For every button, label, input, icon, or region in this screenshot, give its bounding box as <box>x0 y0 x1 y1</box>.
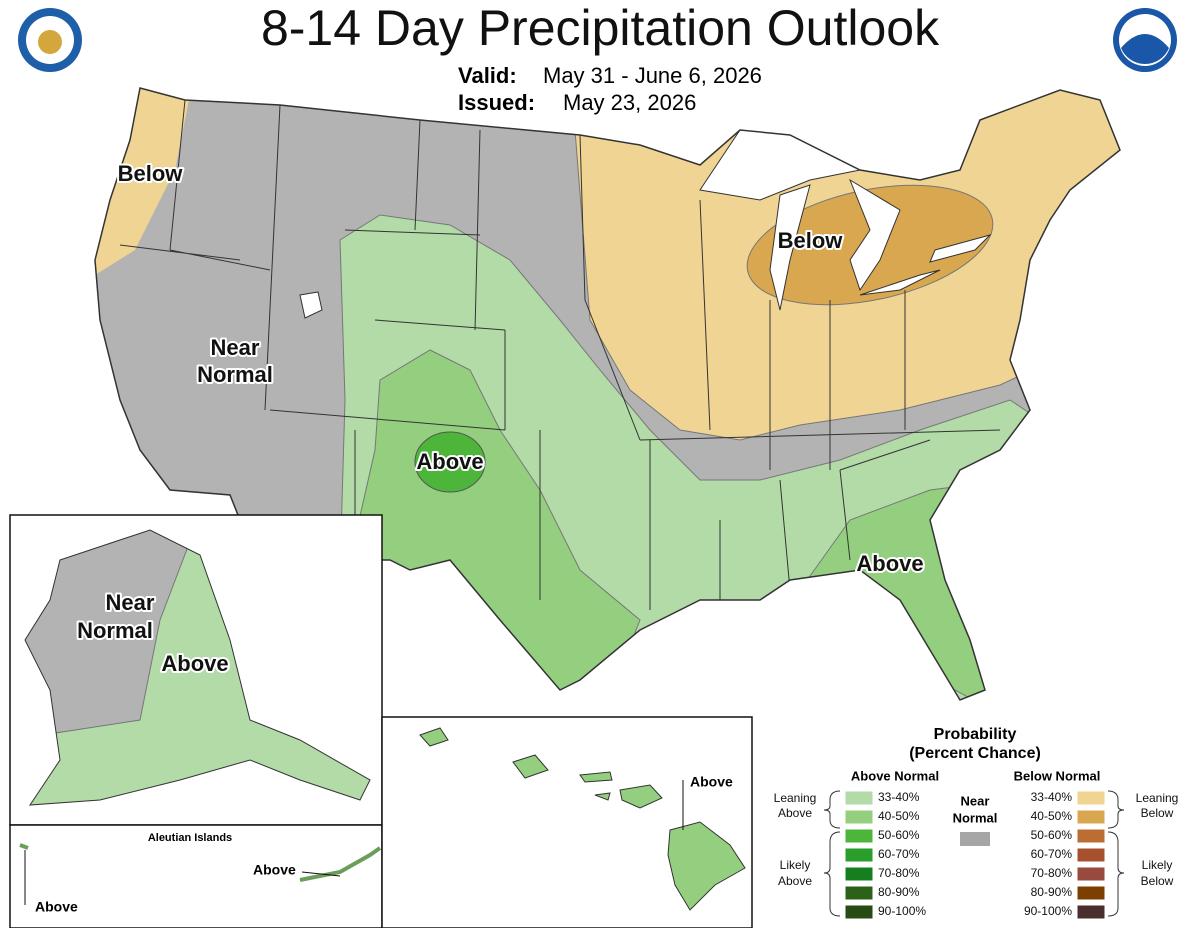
pointer <box>301 871 341 877</box>
alaska-outline <box>24 529 371 806</box>
legend-label: 70-80% <box>1031 866 1073 880</box>
legend-label: 90-100% <box>878 904 926 918</box>
legend-swatch <box>844 904 874 920</box>
aleutian-title: Aleutian Islands <box>148 832 232 844</box>
bracket-label: Above <box>778 874 812 888</box>
legend-label: 50-60% <box>878 828 920 842</box>
legend-label: 33-40% <box>1031 790 1073 804</box>
legend-swatch <box>844 828 874 844</box>
legend-swatch <box>844 809 874 825</box>
legend-label: 80-90% <box>878 885 920 899</box>
legend-heading: Normal <box>953 810 998 825</box>
legend-label: 50-60% <box>1031 828 1073 842</box>
legend-swatch <box>844 790 874 806</box>
map-label: Above <box>690 774 733 790</box>
legend-swatch <box>844 847 874 863</box>
legend-swatch <box>1076 904 1106 920</box>
map-label: Above <box>416 449 483 474</box>
legend-label: 90-100% <box>1024 904 1072 918</box>
noaa-logo <box>1113 8 1177 72</box>
legend-label: 33-40% <box>878 790 920 804</box>
legend-swatch <box>844 885 874 901</box>
legend-heading: Near <box>961 793 990 808</box>
legend-swatch <box>960 832 990 846</box>
legend-heading: Above Normal <box>851 768 939 783</box>
valid-label: Valid: <box>458 63 517 88</box>
map-label: Above <box>161 651 228 676</box>
bracket-label: Likely <box>1142 858 1173 872</box>
legend-label: 40-50% <box>878 809 920 823</box>
map-label: Below <box>778 228 844 253</box>
bracket-label: Below <box>1141 874 1174 888</box>
map-label: Near <box>211 335 260 360</box>
aleutian-islands <box>19 843 382 882</box>
bracket-label: Leaning <box>1136 791 1179 805</box>
legend-label: 60-70% <box>1031 847 1073 861</box>
bracket <box>1107 790 1125 917</box>
legend-swatch <box>844 866 874 882</box>
legend-swatch <box>1076 866 1106 882</box>
legend-swatch <box>1076 847 1106 863</box>
commerce-logo <box>18 8 82 72</box>
legend-swatch <box>1076 809 1106 825</box>
issued-label: Issued: <box>458 90 535 115</box>
title: 8-14 Day Precipitation Outlook <box>261 0 940 56</box>
map-label: Above <box>856 551 923 576</box>
legend-label: 60-70% <box>878 847 920 861</box>
bracket-label: Below <box>1141 806 1174 820</box>
issued-date: May 23, 2026 <box>563 90 696 115</box>
map-label: Normal <box>77 618 153 643</box>
legend-heading: Below Normal <box>1014 768 1101 783</box>
bracket-label: Likely <box>780 858 811 872</box>
bracket-label: Above <box>778 806 812 820</box>
legend-label: 80-90% <box>1031 885 1073 899</box>
valid-dates: May 31 - June 6, 2026 <box>543 63 762 88</box>
map-label: Above <box>253 862 296 878</box>
legend-label: 40-50% <box>1031 809 1073 823</box>
bracket-label: Leaning <box>774 791 817 805</box>
legend-subtitle: (Percent Chance) <box>909 745 1041 762</box>
legend: Probability (Percent Chance) Above Norma… <box>774 726 1179 920</box>
legend-swatch <box>1076 828 1106 844</box>
bracket <box>823 790 841 917</box>
map-label: Above <box>35 899 78 915</box>
map-label: Normal <box>197 362 273 387</box>
legend-swatch <box>1076 790 1106 806</box>
hawaii-islands <box>419 727 746 911</box>
legend-swatch <box>1076 885 1106 901</box>
map-label: Below <box>118 161 184 186</box>
legend-label: 70-80% <box>878 866 920 880</box>
map-label: Near <box>106 590 155 615</box>
legend-title: Probability <box>934 726 1017 743</box>
